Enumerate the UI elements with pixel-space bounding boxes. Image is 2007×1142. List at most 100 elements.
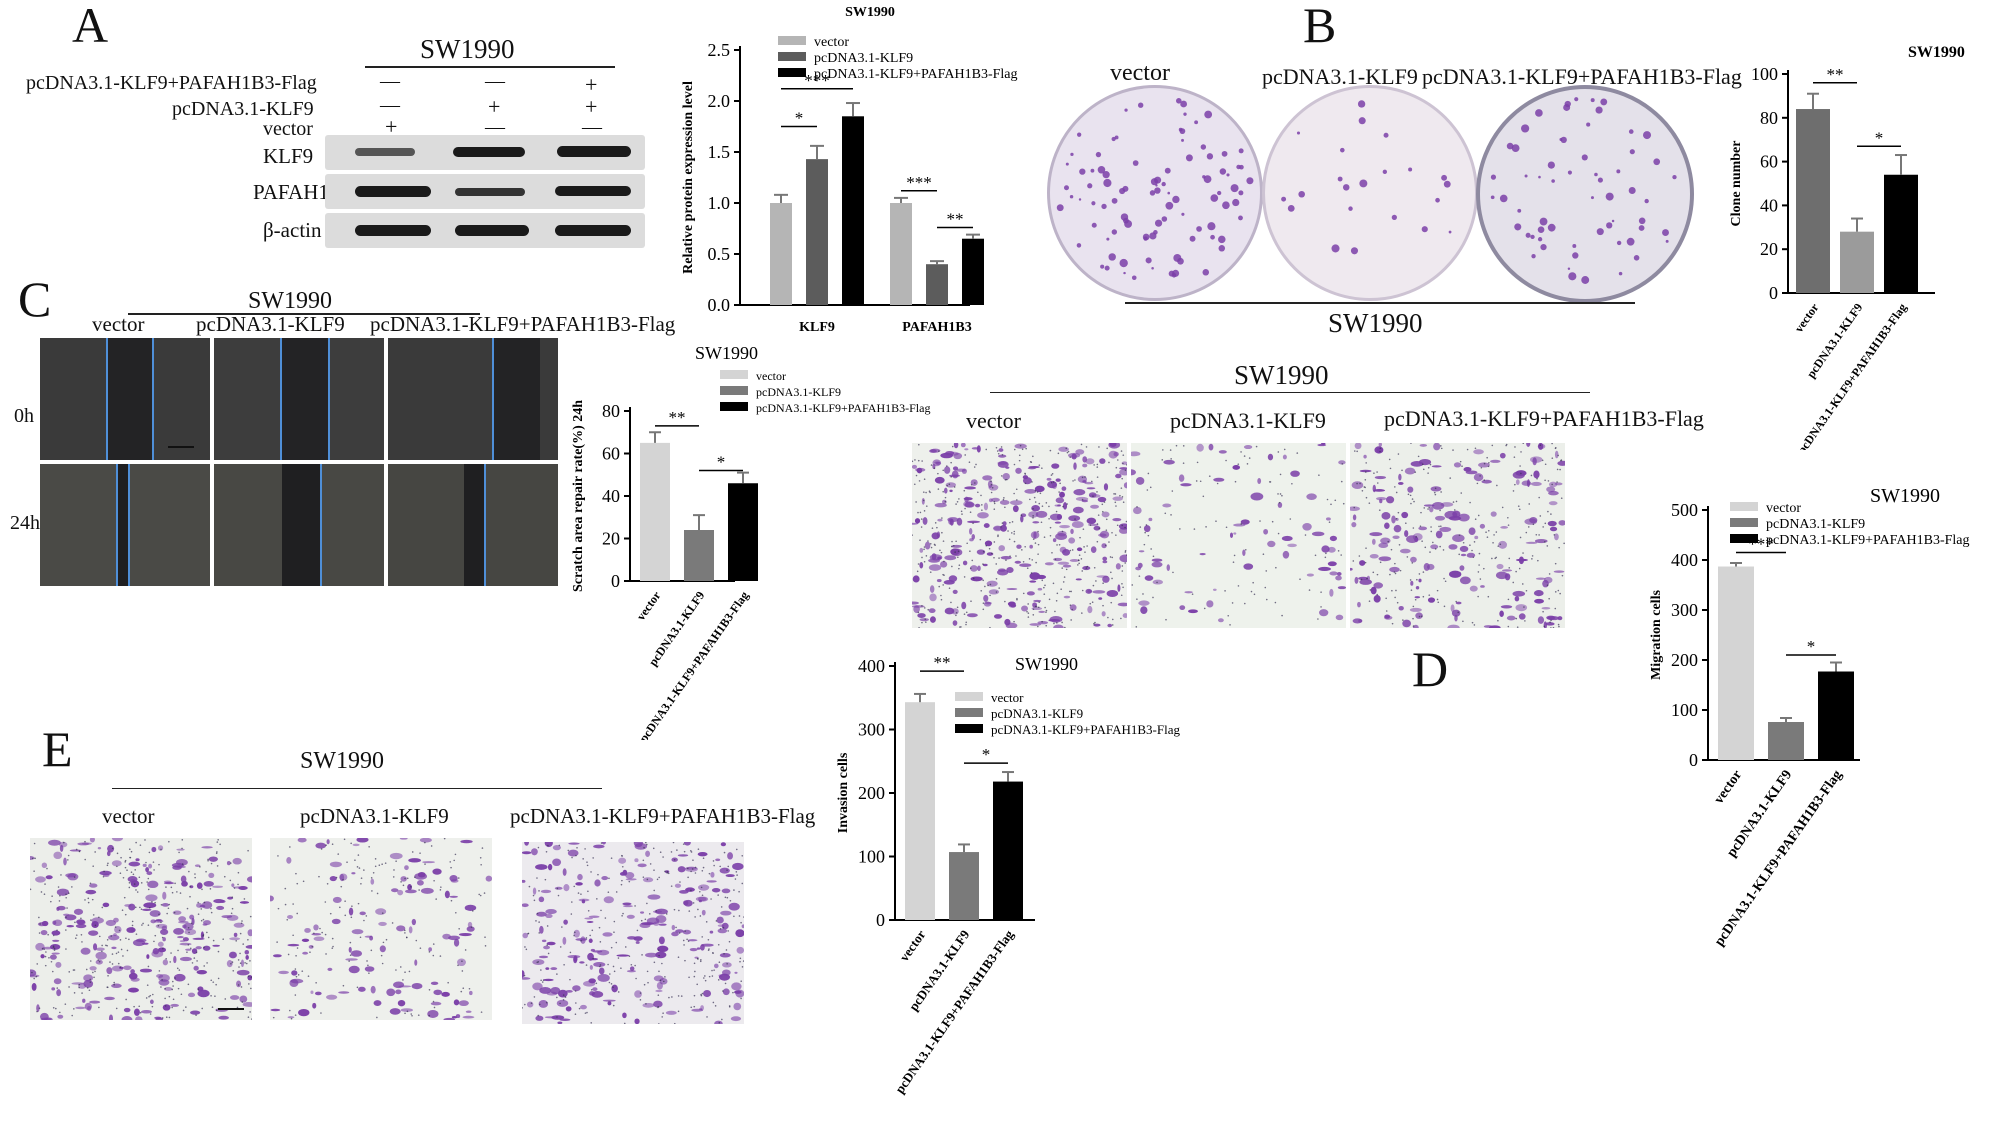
membrane-pore xyxy=(68,971,71,973)
membrane-pore xyxy=(1139,526,1142,528)
membrane-pore xyxy=(1143,543,1146,546)
membrane-pore xyxy=(162,947,164,950)
membrane-pore xyxy=(1397,453,1400,455)
stained-cell xyxy=(1115,563,1121,570)
membrane-pore xyxy=(735,871,738,873)
stained-cell xyxy=(179,942,192,946)
y-tick-label: 0 xyxy=(611,571,620,591)
chart-title: SW1990 xyxy=(1870,485,1940,507)
membrane-pore xyxy=(1120,487,1123,489)
stained-cell xyxy=(698,884,710,891)
membrane-pore xyxy=(307,975,310,977)
membrane-pore xyxy=(670,851,673,853)
y-tick-label: 500 xyxy=(1671,500,1698,520)
membrane-pore xyxy=(942,540,945,542)
stained-cell xyxy=(611,984,618,993)
membrane-pore xyxy=(326,882,329,885)
membrane-pore xyxy=(478,893,481,896)
stained-cell xyxy=(1414,596,1421,599)
membrane-pore xyxy=(652,847,655,850)
chart-title: SW1990 xyxy=(1015,654,1078,674)
membrane-pore xyxy=(621,855,623,857)
membrane-pore xyxy=(142,922,144,925)
stained-cell xyxy=(1090,546,1097,554)
stained-cell xyxy=(929,585,935,593)
membrane-pore xyxy=(195,1014,197,1016)
membrane-pore xyxy=(230,912,233,915)
membrane-pore xyxy=(533,996,536,998)
membrane-pore xyxy=(295,872,297,875)
membrane-pore xyxy=(50,960,53,963)
membrane-pore xyxy=(342,984,345,987)
stained-cell xyxy=(532,982,543,991)
membrane-pore xyxy=(73,992,76,994)
membrane-pore xyxy=(684,959,686,962)
membrane-pore xyxy=(639,999,642,1001)
stained-cell xyxy=(1329,535,1338,542)
stained-cell xyxy=(270,895,274,902)
stained-cell xyxy=(542,978,554,982)
colony-dot xyxy=(1181,212,1185,216)
stained-cell xyxy=(232,857,242,865)
membrane-pore xyxy=(918,626,920,628)
stained-cell xyxy=(1086,487,1096,490)
stained-cell xyxy=(1372,538,1376,545)
stained-cell xyxy=(1277,502,1283,508)
colony-dot xyxy=(1499,194,1508,203)
membrane-pore xyxy=(195,951,198,954)
membrane-pore xyxy=(237,959,240,961)
colony-dot xyxy=(1547,223,1556,232)
significance-label: * xyxy=(982,745,991,764)
stained-cell xyxy=(1318,566,1331,572)
y-tick-label: 1.5 xyxy=(708,142,731,162)
stained-cell xyxy=(1465,470,1478,475)
membrane-pore xyxy=(1421,540,1423,542)
colony-dot xyxy=(1524,174,1528,178)
membrane-pore xyxy=(424,841,426,844)
membrane-pore xyxy=(661,1016,664,1018)
membrane-pore xyxy=(1000,446,1003,448)
membrane-pore xyxy=(990,491,993,494)
membrane-pore xyxy=(1113,493,1115,495)
membrane-pore xyxy=(711,969,713,972)
membrane-pore xyxy=(1104,544,1107,547)
colony-dot xyxy=(1535,109,1543,117)
membrane-pore xyxy=(78,983,81,986)
colony-dot xyxy=(1154,176,1162,184)
colony-dot xyxy=(1145,257,1152,264)
membrane-pore xyxy=(152,861,155,863)
membrane-pore xyxy=(110,935,113,937)
membrane-pore xyxy=(1057,452,1060,455)
membrane-pore xyxy=(644,918,647,921)
stained-cell xyxy=(1459,576,1471,585)
legend-swatch xyxy=(955,692,983,701)
stained-cell xyxy=(1515,479,1520,485)
colony-dot xyxy=(1183,112,1187,116)
stained-cell xyxy=(314,991,322,996)
membrane-pore xyxy=(147,965,150,968)
colony-dot xyxy=(1537,237,1543,242)
y-tick-label: 80 xyxy=(602,401,620,421)
stained-cell xyxy=(1229,532,1234,538)
stained-cell xyxy=(727,852,733,860)
membrane-pore xyxy=(933,467,936,470)
stained-cell xyxy=(339,873,348,881)
membrane-pore xyxy=(955,540,957,543)
membrane-pore xyxy=(277,855,279,857)
stained-cells xyxy=(270,838,492,1020)
membrane-pore xyxy=(38,1007,41,1009)
stained-cell xyxy=(594,879,601,887)
stained-cell xyxy=(183,922,194,931)
colony-dot xyxy=(1662,229,1669,236)
membrane-pore xyxy=(927,608,930,611)
significance-label: ** xyxy=(947,209,964,228)
membrane-pore xyxy=(1049,534,1052,537)
membrane-pore xyxy=(707,938,710,941)
membrane-pore xyxy=(1081,612,1083,614)
stained-cell xyxy=(731,982,742,991)
membrane-pore xyxy=(133,1005,135,1008)
stained-cell xyxy=(658,936,665,945)
membrane-pore xyxy=(1461,465,1463,468)
membrane-pore xyxy=(135,889,137,891)
membrane-pore xyxy=(71,1014,73,1017)
